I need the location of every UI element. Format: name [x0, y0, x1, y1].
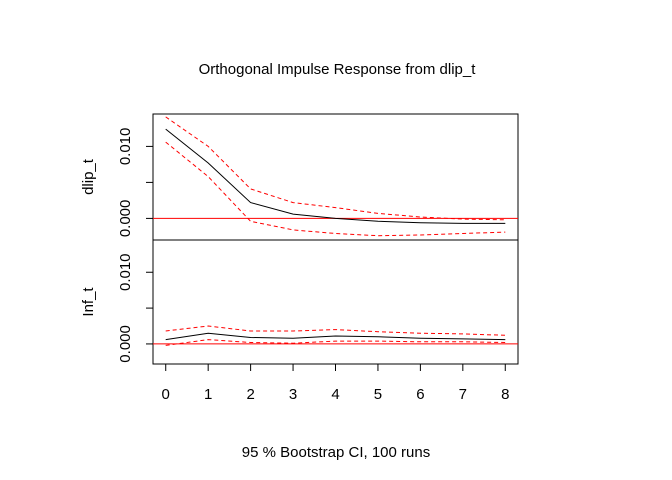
series-dlip-t: [153, 116, 518, 237]
y-axis-inf-t: 0.000 0.010: [117, 253, 153, 363]
panel-inf-t: Inf_t 0.000 0.010: [80, 239, 519, 365]
response-line-inf-t: [165, 332, 506, 341]
x-axis-label: 95 % Bootstrap CI, 100 runs: [242, 444, 430, 461]
panel-ylabel-dlip-t: dlip_t: [80, 158, 97, 195]
panel-ylabel-inf-t: Inf_t: [80, 287, 97, 317]
y-tick-label-dlip-t: 0.010: [117, 128, 134, 166]
x-tick-label: 0: [162, 386, 170, 403]
chart-title: Orthogonal Impulse Response from dlip_t: [199, 61, 477, 78]
y-axis-dlip-t: 0.000 0.010: [117, 128, 153, 238]
ci-lower-line-dlip-t: [165, 141, 506, 237]
x-axis: 0 1 2 3 4 5 6 7 8: [162, 363, 509, 403]
ci-lower-line-inf-t: [165, 339, 506, 346]
x-tick-label: 6: [416, 386, 424, 403]
panel-dlip-t: dlip_t 0.000 0.010: [80, 113, 519, 241]
y-tick-label-dlip-t: 0.000: [117, 200, 134, 238]
x-tick-label: 3: [289, 386, 297, 403]
x-tick-label: 5: [374, 386, 382, 403]
panel-frame-inf-t: [152, 239, 519, 365]
x-tick-label: 2: [246, 386, 254, 403]
x-tick-label: 8: [501, 386, 509, 403]
ci-upper-line-dlip-t: [165, 116, 506, 221]
panel-frame-dlip-t: [152, 113, 519, 241]
x-tick-label: 7: [459, 386, 467, 403]
series-inf-t: [153, 325, 518, 346]
y-tick-label-inf-t: 0.010: [117, 253, 134, 291]
response-line-dlip-t: [165, 128, 506, 224]
y-tick-label-inf-t: 0.000: [117, 325, 134, 363]
ci-upper-line-inf-t: [165, 325, 506, 336]
x-tick-label: 1: [204, 386, 212, 403]
x-tick-label: 4: [331, 386, 339, 403]
